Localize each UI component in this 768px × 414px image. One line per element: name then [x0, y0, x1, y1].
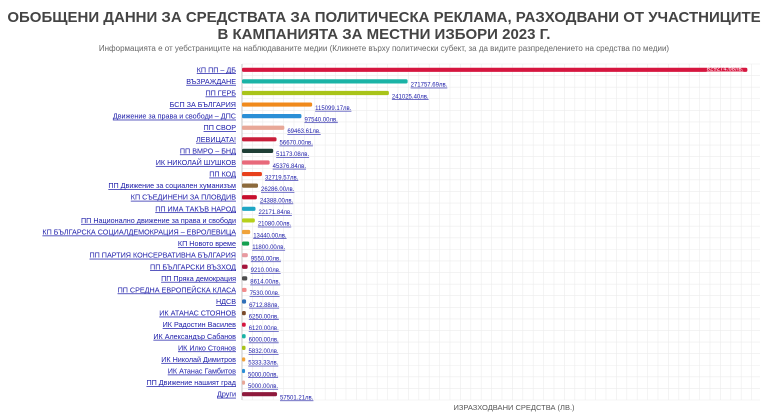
- bar[interactable]: [242, 380, 246, 385]
- bar[interactable]: [242, 345, 246, 350]
- bar[interactable]: [242, 90, 389, 96]
- value-label: 5000.00лв.: [248, 384, 278, 390]
- bar[interactable]: [242, 137, 277, 142]
- value-label: 6712.88лв.: [249, 303, 279, 309]
- chart-title: ОБОБЩЕНИ ДАННИ ЗА СРЕДСТВАТА ЗА ПОЛИТИЧЕ…: [7, 9, 761, 43]
- bar[interactable]: [242, 67, 748, 72]
- bar[interactable]: [242, 171, 262, 177]
- bar[interactable]: [242, 276, 248, 281]
- value-label: 5000.00лв.: [248, 372, 278, 378]
- category-label[interactable]: ПП КОД: [209, 170, 236, 179]
- value-label: 51173.08лв.: [276, 152, 309, 158]
- value-label: 6250.00лв.: [249, 314, 279, 320]
- category-label[interactable]: ПП Пряка демокрация: [161, 274, 236, 283]
- value-label: 45376.84лв.: [273, 164, 307, 170]
- value-label: 7530.00лв.: [250, 291, 280, 297]
- category-label[interactable]: ИК НИКОЛАЙ ШУШКОВ: [156, 158, 236, 167]
- bar[interactable]: [242, 195, 257, 200]
- category-label[interactable]: КП ПП – ДБ: [197, 65, 237, 74]
- value-label: 271757.69лв.: [411, 83, 448, 89]
- value-label: 5333.33лв.: [248, 361, 278, 367]
- category-label[interactable]: ПП БЪЛГАРСКИ ВЪЗХОД: [150, 262, 236, 271]
- bar[interactable]: [242, 241, 250, 246]
- bar[interactable]: [242, 125, 285, 130]
- category-label[interactable]: Движение за права и свободи – ДПС: [113, 112, 236, 121]
- category-label[interactable]: ЛЕВИЦАТА!: [196, 135, 236, 144]
- category-label[interactable]: ИК Николай Димитров: [161, 355, 236, 364]
- category-label[interactable]: БСП ЗА БЪЛГАРИЯ: [170, 100, 236, 109]
- category-label[interactable]: ПП ГЕРБ: [205, 88, 236, 97]
- category-label[interactable]: ПП СВОР: [204, 123, 237, 132]
- category-label[interactable]: КП СЪЕДИНЕНИ ЗА ПЛОВДИВ: [131, 193, 236, 202]
- value-labels: 829274.68лв. 271757.69лв. 241025.40лв. 1150…: [248, 66, 744, 401]
- bar[interactable]: [242, 322, 246, 327]
- bar[interactable]: [242, 253, 248, 258]
- value-label: 115099.17лв.: [315, 106, 352, 112]
- value-label: 5832.00лв.: [249, 349, 279, 355]
- category-label[interactable]: ПП Движение за социален хуманизъм: [108, 181, 236, 190]
- category-label[interactable]: ПП ВМРО – БНД: [180, 146, 236, 155]
- category-label[interactable]: ВЪЗРАЖДАНЕ: [186, 77, 236, 86]
- category-label[interactable]: ИК Радостин Василев: [163, 320, 237, 329]
- bar[interactable]: [242, 148, 274, 153]
- value-label: 241025.40лв.: [392, 94, 429, 100]
- value-label: 9210.00лв.: [251, 268, 281, 274]
- value-label: 21080.00лв.: [258, 222, 292, 228]
- category-label[interactable]: ИК Атанас Гамбитов: [168, 367, 236, 376]
- chart-subtitle: Информацията е от уебстраниците на наблю…: [98, 44, 670, 53]
- bar[interactable]: [242, 334, 246, 339]
- bar[interactable]: [242, 311, 246, 316]
- bar[interactable]: [242, 229, 251, 235]
- value-label: 24388.00лв.: [260, 199, 294, 205]
- category-label[interactable]: КП БЪЛГАРСКА СОЦИАЛДЕМОКРАЦИЯ – ЕВРОЛЕВИ…: [42, 228, 236, 237]
- bar[interactable]: [242, 299, 247, 304]
- value-label: 69463.61лв.: [287, 129, 321, 135]
- value-label: 6000.00лв.: [249, 338, 279, 344]
- value-label: 829274.68лв.: [707, 66, 744, 72]
- bar[interactable]: [242, 102, 313, 107]
- category-label[interactable]: НДСВ: [216, 297, 236, 306]
- bar[interactable]: [242, 114, 302, 119]
- value-label: 13440.00лв.: [253, 233, 287, 239]
- bar[interactable]: [242, 160, 270, 165]
- value-label: 56670.00лв.: [280, 141, 314, 147]
- bar[interactable]: [242, 392, 278, 397]
- category-label[interactable]: Други: [217, 390, 236, 399]
- value-label: 22171.84лв.: [259, 210, 293, 216]
- bar[interactable]: [242, 206, 256, 211]
- value-label: 8614.00лв.: [250, 280, 280, 286]
- category-label[interactable]: ПП Национално движение за права и свобод…: [81, 216, 236, 225]
- bar[interactable]: [242, 368, 246, 374]
- bar[interactable]: [242, 183, 259, 188]
- bar[interactable]: [242, 264, 248, 269]
- bar[interactable]: [242, 79, 408, 84]
- category-label[interactable]: ИК АТАНАС СТОЯНОВ: [159, 309, 236, 318]
- value-label: 9550.00лв.: [251, 256, 281, 262]
- category-label[interactable]: КП Новото време: [178, 239, 236, 248]
- value-label: 97540.00лв.: [304, 117, 338, 123]
- category-label[interactable]: ПП Движение нашият град: [146, 378, 236, 387]
- value-label: 57501.21лв.: [280, 396, 314, 402]
- value-label: 32719.57лв.: [265, 175, 299, 181]
- category-label[interactable]: ПП ПАРТИЯ КОНСЕРВАТИВНА БЪЛГАРИЯ: [89, 251, 236, 260]
- x-axis-title: ИЗРАЗХОДВАНИ СРЕДСТВА (ЛВ.): [453, 403, 575, 412]
- gridlines: [241, 63, 760, 401]
- value-label: 6120.00лв.: [249, 326, 279, 332]
- category-label[interactable]: ИК Александър Сабанов: [153, 332, 236, 341]
- value-label: 26286.00лв.: [261, 187, 295, 193]
- value-label: 11800.00лв.: [252, 245, 285, 251]
- bars: [242, 67, 748, 397]
- category-label[interactable]: ПП ИМА ТАКЪВ НАРОД: [155, 204, 236, 213]
- bar[interactable]: [242, 287, 247, 293]
- category-labels: КП ПП – ДБ ВЪЗРАЖДАНЕ ПП ГЕРБ БСП ЗА БЪЛГАР…: [42, 65, 236, 398]
- category-label[interactable]: ИК Илко Стоянов: [178, 343, 236, 352]
- bar[interactable]: [242, 357, 246, 362]
- bar[interactable]: [242, 218, 255, 223]
- category-label[interactable]: ПП СРЕДНА ЕВРОПЕЙСКА КЛАСА: [118, 285, 237, 294]
